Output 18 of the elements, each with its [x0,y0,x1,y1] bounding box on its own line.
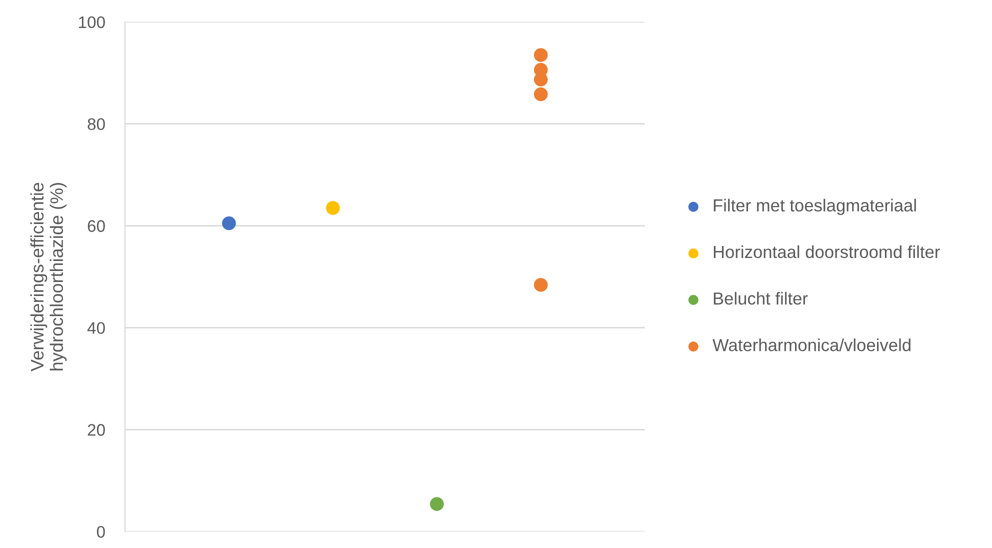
legend-label: Filter met toeslagmateriaal [714,198,916,215]
point [326,201,340,215]
y-tick-label: 0 [96,526,105,538]
legend-label: Belucht filter [714,292,808,305]
point [534,72,548,86]
point [222,216,236,230]
point [430,497,444,511]
y-tick-label: 60 [88,220,105,232]
point [534,87,548,102]
y-tick-label: 100 [79,16,105,28]
y-axis-title: Verwijderings-efficientie hydrochloorthiazide (%) [30,182,67,372]
y-tick-label: 40 [87,322,105,334]
point [534,278,548,292]
y-tick-label: 20 [88,424,105,436]
legend-label: Horizontaal doorstroomd filter [714,245,940,258]
point [534,48,548,62]
y-tick-label: 80 [88,118,105,130]
legend-label: Waterharmonica/vloeiveld [712,338,910,352]
